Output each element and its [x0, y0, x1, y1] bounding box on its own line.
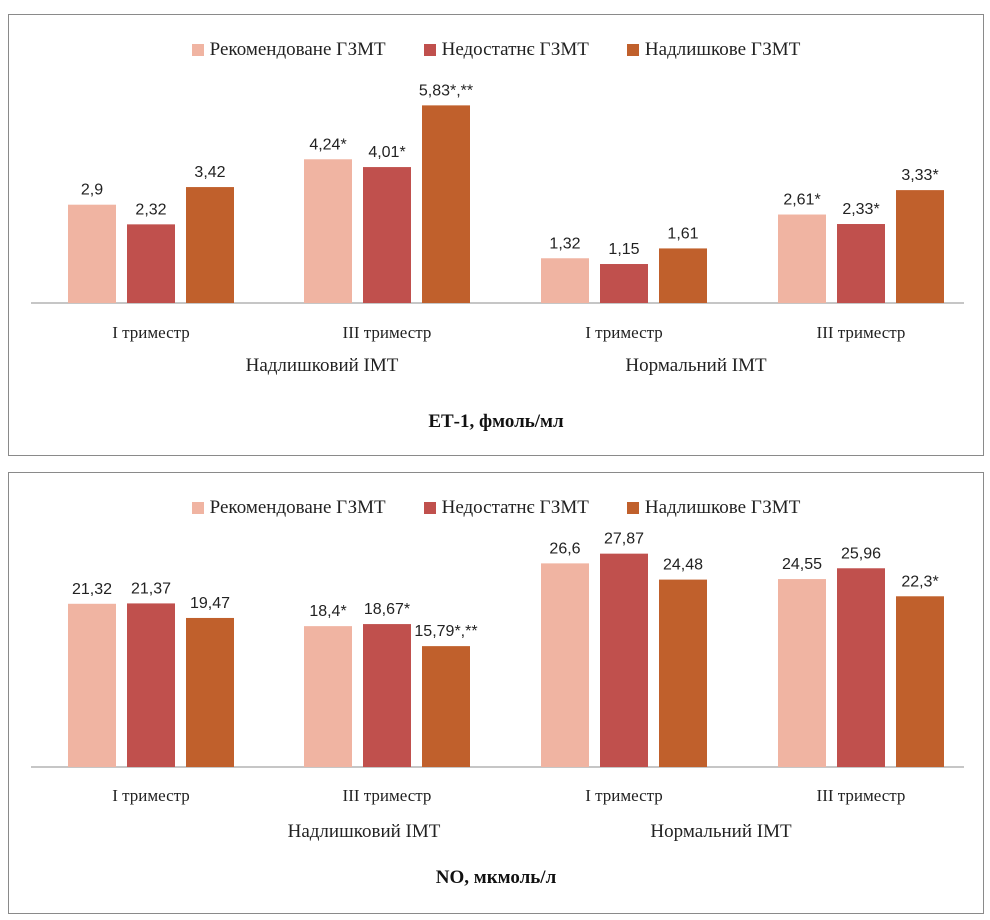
legend-label-recommended: Рекомендоване ГЗМТ — [209, 497, 386, 518]
bar-insufficient — [363, 167, 411, 303]
legend-swatch-excessive — [626, 44, 639, 56]
bar-recommended — [541, 563, 589, 767]
data-label: 4,01* — [368, 144, 405, 161]
bar-excessive — [422, 105, 470, 303]
bar-insufficient — [837, 568, 885, 767]
bar-insufficient — [127, 603, 175, 767]
x-tick-label: І триместр — [112, 323, 190, 342]
bar-insufficient — [837, 224, 885, 303]
no-chart-panel: Рекомендоване ГЗМТ Недостатнє ГЗМТ Надли… — [8, 472, 984, 914]
bar-excessive — [659, 248, 707, 303]
legend-item-excessive: Надлишкове ГЗМТ — [626, 39, 801, 61]
data-label: 1,61 — [667, 225, 698, 242]
data-label: 1,15 — [608, 241, 639, 258]
legend-swatch-recommended — [191, 44, 204, 56]
legend-item-recommended: Рекомендоване ГЗМТ — [191, 497, 386, 519]
data-label: 5,83*,** — [419, 82, 473, 99]
data-label: 2,61* — [783, 192, 820, 209]
data-label: 22,3* — [901, 573, 938, 590]
data-label: 21,32 — [72, 581, 112, 598]
data-label: 4,24* — [309, 136, 346, 153]
no-plot: 21,32 21,37 19,47 І триместр 18,4* 18,67*15,7… — [31, 531, 964, 842]
bar-insufficient — [600, 553, 648, 767]
et1-plot: 2,9 2,32 3,42 І триместр 4,24* 4,01* 5,83*,** І… — [31, 82, 964, 376]
data-label: 3,33* — [901, 167, 938, 184]
x-tick-label: ІІІ триместр — [343, 323, 432, 342]
data-label: 18,67* — [364, 601, 410, 618]
x-tick-label: І триместр — [585, 323, 663, 342]
legend-swatch-excessive — [626, 502, 639, 514]
et1-chart-panel: Рекомендоване ГЗМТ Недостатнє ГЗМТ Надли… — [8, 14, 984, 456]
data-label: 15,79*,** — [414, 623, 477, 640]
data-label: 27,87 — [604, 531, 644, 548]
x-tick-label: ІІІ триместр — [817, 323, 906, 342]
legend-label-insufficient: Недостатнє ГЗМТ — [441, 39, 589, 60]
bar-insufficient — [127, 224, 175, 303]
bar-recommended — [304, 159, 352, 303]
data-label: 19,47 — [190, 595, 230, 612]
legend-item-insufficient: Недостатнє ГЗМТ — [423, 39, 589, 61]
legend-item-insufficient: Недостатнє ГЗМТ — [423, 497, 589, 519]
bar-recommended — [778, 214, 826, 303]
x-group-label: Надлишковий ІМТ — [288, 821, 441, 842]
bar-recommended — [304, 626, 352, 767]
bar-excessive — [896, 190, 944, 303]
chart-legend: Рекомендоване ГЗМТ Недостатнє ГЗМТ Надли… — [9, 497, 983, 519]
data-label: 18,4* — [309, 603, 346, 620]
x-tick-label: І триместр — [585, 786, 663, 805]
bar-excessive — [659, 579, 707, 767]
legend-label-excessive: Надлишкове ГЗМТ — [644, 497, 801, 518]
data-label: 2,32 — [135, 201, 166, 218]
bar-excessive — [896, 596, 944, 767]
legend-item-excessive: Надлишкове ГЗМТ — [626, 497, 801, 519]
data-label: 24,48 — [663, 557, 703, 574]
x-tick-label: І триместр — [112, 786, 190, 805]
data-label: 24,55 — [782, 556, 822, 573]
bar-recommended — [541, 258, 589, 303]
bar-insufficient — [363, 624, 411, 767]
chart-title: NO, мкмоль/л — [435, 867, 557, 888]
data-label: 3,42 — [194, 164, 225, 181]
x-group-label: Надлишковий ІМТ — [246, 355, 399, 376]
x-tick-label: ІІІ триместр — [817, 786, 906, 805]
bar-insufficient — [600, 264, 648, 303]
data-label: 1,32 — [549, 235, 580, 252]
bar-excessive — [422, 646, 470, 767]
legend-label-recommended: Рекомендоване ГЗМТ — [209, 39, 386, 60]
legend-swatch-recommended — [191, 502, 204, 514]
data-label: 2,33* — [842, 201, 879, 218]
data-label: 2,9 — [81, 182, 103, 199]
legend-label-insufficient: Недостатнє ГЗМТ — [441, 497, 589, 518]
bar-recommended — [778, 579, 826, 767]
legend-item-recommended: Рекомендоване ГЗМТ — [191, 39, 386, 61]
x-tick-label: ІІІ триместр — [343, 786, 432, 805]
bar-recommended — [68, 603, 116, 767]
legend-label-excessive: Надлишкове ГЗМТ — [644, 39, 801, 60]
legend-swatch-insufficient — [423, 502, 436, 514]
bar-excessive — [186, 617, 234, 767]
x-group-label: Нормальний ІМТ — [625, 355, 767, 376]
data-label: 26,6 — [549, 540, 580, 557]
bar-excessive — [186, 187, 234, 303]
x-group-label: Нормальний ІМТ — [650, 821, 792, 842]
data-label: 21,37 — [131, 580, 171, 597]
chart-title: ЕТ-1, фмоль/мл — [428, 411, 564, 432]
data-label: 25,96 — [841, 545, 881, 562]
chart-legend: Рекомендоване ГЗМТ Недостатнє ГЗМТ Надли… — [9, 39, 983, 61]
bar-recommended — [68, 204, 116, 303]
legend-swatch-insufficient — [423, 44, 436, 56]
